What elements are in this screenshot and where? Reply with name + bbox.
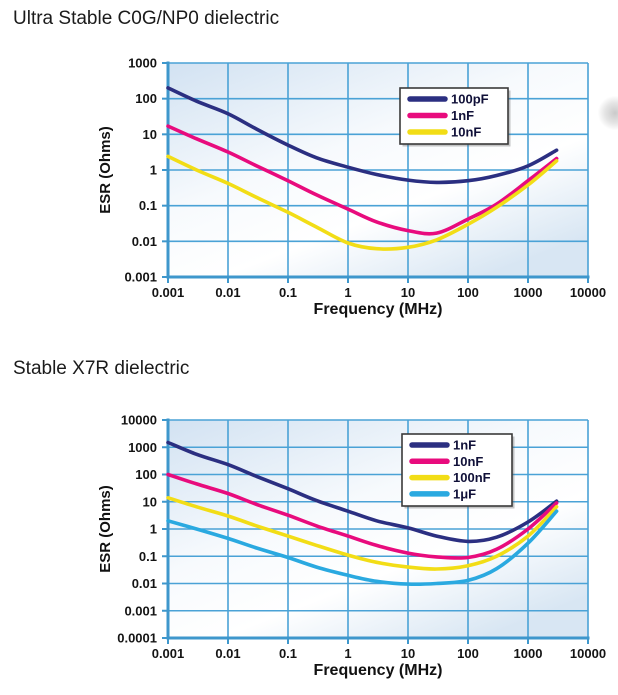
y-tick-label: 0.1 [139, 198, 157, 213]
x-tick-label: 100 [457, 285, 479, 300]
y-tick-label: 0.001 [124, 603, 157, 618]
series-curve-1F [166, 509, 559, 587]
legend-label: 1μF [453, 486, 476, 501]
x-axis-title: Frequency (MHz) [314, 301, 443, 318]
series-curve-100nF [166, 496, 559, 571]
y-tick-label: 100 [135, 467, 157, 482]
series-curve-100pF [166, 86, 559, 185]
y-tick-label: 0.1 [139, 549, 157, 564]
y-tick-label: 1 [150, 522, 157, 537]
series-curve-1nF [166, 124, 559, 236]
legend-label: 1nF [453, 438, 476, 453]
y-axis-title: ESR (Ohms) [97, 126, 114, 214]
series-curve-10nF [166, 472, 559, 560]
y-tick-label: 1000 [128, 56, 157, 71]
y-tick-label: 10 [143, 127, 157, 142]
x-axis-title: Frequency (MHz) [314, 662, 443, 679]
x-tick-label: 1000 [514, 646, 543, 661]
chart1-title: Ultra Stable C0G/NP0 dielectric [13, 8, 280, 29]
x-tick-label: 0.001 [152, 646, 185, 661]
y-tick-label: 10000 [121, 413, 157, 428]
legend-label: 1nF [451, 108, 474, 123]
x-tick-label: 10 [401, 646, 415, 661]
series-curve-10nF [166, 154, 559, 251]
y-tick-label: 1000 [128, 440, 157, 455]
x-tick-label: 10000 [570, 646, 606, 661]
x-tick-label: 0.001 [152, 285, 185, 300]
legend-label: 10nF [451, 125, 481, 140]
axes [166, 418, 590, 640]
gray-blur-dot [597, 95, 618, 131]
y-tick-label: 0.001 [124, 270, 157, 285]
chart2-title: Stable X7R dielectric [13, 358, 190, 379]
y-tick-label: 0.01 [132, 576, 157, 591]
y-tick-label: 100 [135, 91, 157, 106]
x-tick-label: 0.01 [215, 646, 240, 661]
y-axis-title: ESR (Ohms) [97, 485, 114, 573]
x-tick-label: 100 [457, 646, 479, 661]
legend-label: 100pF [451, 92, 489, 107]
y-tick-label: 10 [143, 494, 157, 509]
x-tick-label: 0.01 [215, 285, 240, 300]
y-tick-label: 1 [150, 163, 157, 178]
x-tick-label: 1000 [514, 285, 543, 300]
legend-label: 10nF [453, 454, 483, 469]
y-tick-label: 0.01 [132, 234, 157, 249]
x-tick-label: 0.1 [279, 285, 297, 300]
x-tick-label: 0.1 [279, 646, 297, 661]
x-tick-label: 1 [344, 646, 351, 661]
x-tick-label: 10000 [570, 285, 606, 300]
series-curve-1nF [166, 440, 559, 544]
x-tick-label: 10 [401, 285, 415, 300]
y-tick-label: 0.0001 [117, 631, 157, 646]
axes [166, 61, 590, 279]
legend-label: 100nF [453, 470, 491, 485]
x-tick-label: 1 [344, 285, 351, 300]
